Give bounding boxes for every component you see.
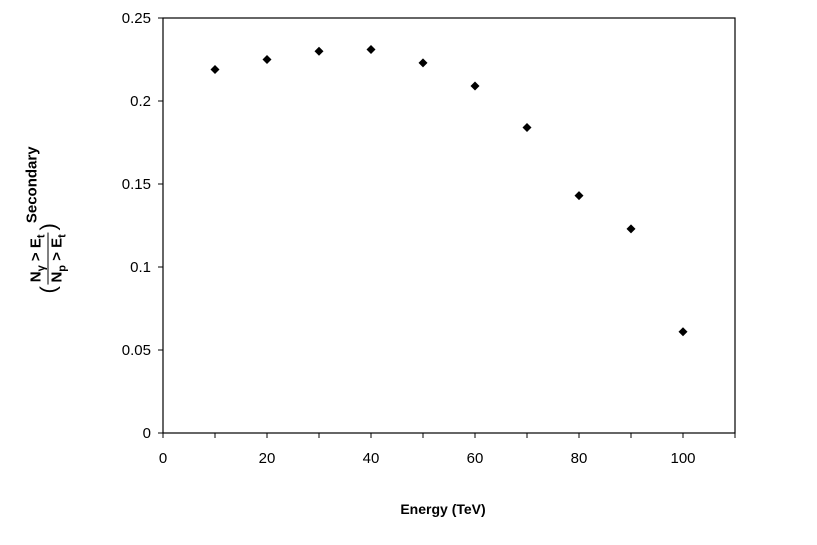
y-den-rest-sub: t	[56, 234, 69, 238]
data-point	[314, 46, 324, 56]
data-point	[210, 64, 220, 74]
y-tick-label: 0.05	[122, 342, 151, 359]
y-label-suffix: Secondary	[23, 146, 41, 224]
y-tick-label: 0.25	[122, 10, 151, 27]
y-label-open-paren: (	[35, 286, 60, 294]
data-point	[418, 58, 428, 68]
data-point	[678, 327, 688, 337]
data-point	[470, 81, 480, 91]
y-num-sub: γ	[35, 265, 48, 272]
y-label-fraction: Nγ > Et Np > Et	[27, 232, 69, 285]
y-den-sub: p	[56, 264, 69, 272]
y-label-numerator: Nγ > Et	[27, 232, 49, 285]
x-tick-label: 20	[259, 450, 276, 467]
data-point	[574, 191, 584, 201]
data-point	[262, 55, 272, 64]
y-tick-label: 0.1	[130, 259, 151, 276]
y-tick-label: 0.15	[122, 176, 151, 193]
plot-frame	[162, 17, 736, 434]
y-label-close-paren: )	[35, 223, 60, 231]
y-num-n: N	[27, 271, 45, 283]
y-tick-label: 0	[143, 425, 151, 442]
data-point	[626, 224, 636, 234]
data-point	[366, 45, 376, 55]
x-tick-label: 80	[571, 450, 588, 467]
x-tick-label: 100	[670, 450, 695, 467]
x-tick-label: 60	[467, 450, 484, 467]
x-tick-label: 40	[363, 450, 380, 467]
data-point	[522, 123, 532, 133]
x-tick-label: 0	[159, 450, 167, 467]
y-label-denominator: Np > Et	[49, 234, 69, 282]
y-den-n: N	[48, 271, 66, 283]
y-axis-label: ( Nγ > Et Np > Et ) Secondary	[8, 100, 88, 340]
y-num-rest-sub: t	[35, 234, 48, 239]
y-den-rest: > E	[48, 237, 66, 265]
y-num-rest: > E	[27, 238, 45, 266]
x-axis-label: Energy (TeV)	[400, 501, 485, 517]
y-tick-label: 0.2	[130, 93, 151, 110]
